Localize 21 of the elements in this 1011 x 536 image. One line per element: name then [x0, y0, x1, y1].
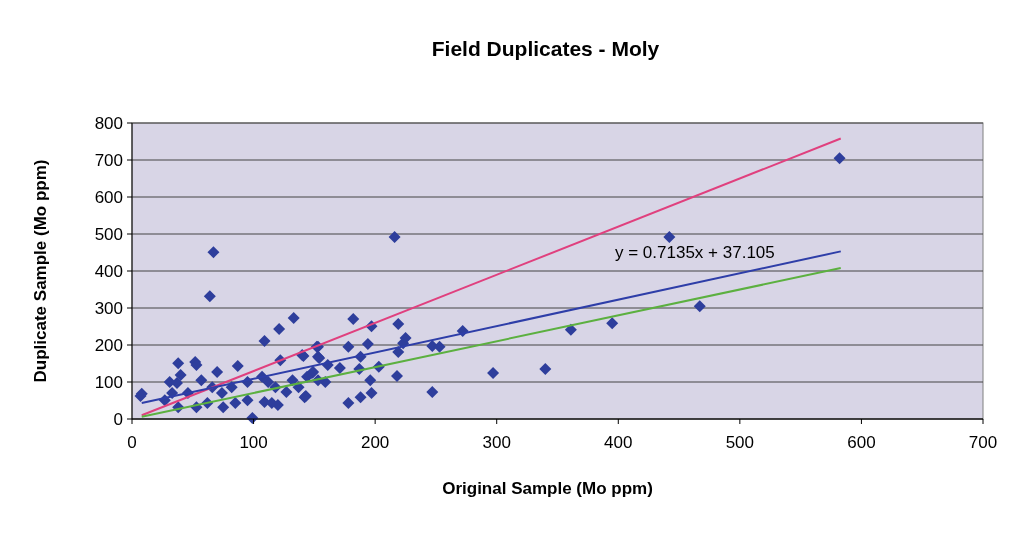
x-tick-label: 600 — [847, 433, 876, 452]
x-axis-title: Original Sample (Mo ppm) — [442, 479, 653, 498]
x-tick-label: 200 — [360, 433, 390, 452]
y-tick-label: 300 — [94, 298, 123, 318]
x-tick-label: 300 — [482, 433, 511, 452]
chart-title: Field Duplicates - Moly — [431, 37, 660, 60]
x-tick-label: 700 — [968, 433, 998, 452]
y-tick-label: 600 — [94, 187, 123, 207]
y-tick-label: 100 — [94, 372, 123, 392]
y-tick-label: 0 — [113, 409, 123, 429]
y-tick-label: 500 — [94, 224, 123, 244]
annotation: y = 0.7135x + 37.105 — [615, 243, 775, 262]
x-tick-label: 100 — [239, 433, 268, 452]
x-tick-label: 0 — [127, 433, 137, 452]
y-tick-label: 400 — [94, 261, 123, 281]
x-tick-label: 500 — [725, 433, 755, 452]
y-axis-title: Duplicate Sample (Mo ppm) — [31, 159, 50, 383]
y-tick-label: 200 — [94, 335, 123, 355]
x-tick-label: 400 — [604, 433, 633, 452]
y-tick-label: 700 — [94, 150, 123, 170]
y-tick-label: 800 — [94, 113, 123, 133]
